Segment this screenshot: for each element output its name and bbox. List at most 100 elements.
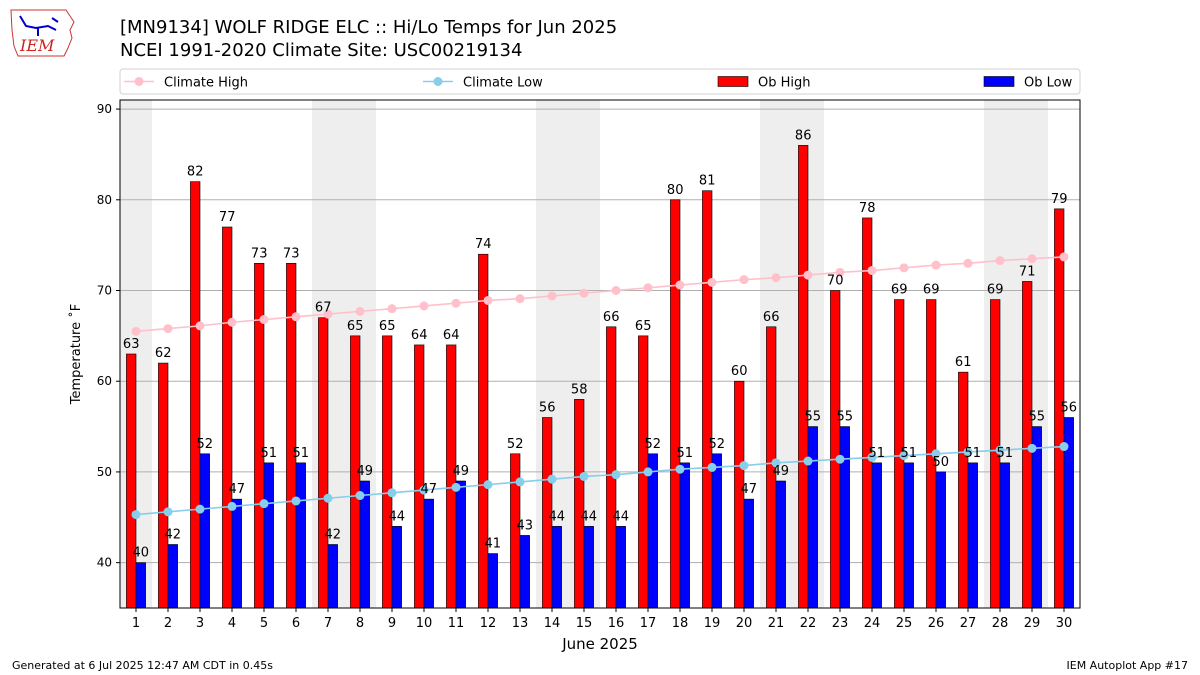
x-tick-label-22: 22 — [800, 616, 817, 631]
ob-low-label-day-27: 51 — [965, 446, 982, 461]
gridlines — [120, 108, 1080, 564]
ob-high-label-day-27: 61 — [955, 355, 972, 370]
climate-low-point-day-16 — [611, 470, 621, 480]
ob-low-label-day-20: 47 — [741, 482, 758, 497]
x-tick-label-8: 8 — [356, 616, 364, 631]
legend-marker-climate-high — [134, 77, 144, 86]
climate-high-point-day-1 — [131, 326, 141, 336]
x-tick-label-10: 10 — [416, 616, 433, 631]
ob-low-bar-day-2 — [167, 544, 178, 609]
climate-high-point-day-15 — [579, 288, 589, 298]
ob-low-bar-day-27 — [967, 462, 978, 609]
x-tick-label-9: 9 — [388, 616, 396, 631]
ob-high-bar-day-5 — [254, 262, 265, 609]
y-tick-label-40: 40 — [97, 556, 112, 570]
ob-high-bar-day-4 — [222, 226, 233, 609]
ob-low-label-day-8: 49 — [357, 464, 374, 479]
climate-high-point-day-28 — [995, 256, 1005, 266]
ob-low-label-day-12: 41 — [485, 537, 502, 552]
ob-high-label-day-21: 66 — [763, 310, 780, 325]
logo-text: IEM — [19, 36, 55, 55]
climate-low-line — [135, 445, 1065, 516]
ob-high-bar-day-10 — [414, 344, 425, 609]
ob-low-label-day-11: 49 — [453, 464, 470, 479]
ob-high-bar-day-2 — [158, 362, 169, 609]
iem-logo: IEM — [10, 9, 75, 57]
ob-low-label-day-3: 52 — [197, 437, 214, 452]
ob-low-bar-day-13 — [519, 535, 530, 609]
ob-high-bar-day-27 — [958, 371, 969, 609]
ob-high-label-day-22: 86 — [795, 128, 812, 143]
climate-high-point-day-23 — [835, 267, 845, 277]
ob-low-label-day-4: 47 — [229, 482, 246, 497]
climate-high-point-day-18 — [675, 280, 685, 290]
ob-high-bar-day-24 — [862, 217, 873, 609]
x-tick-label-12: 12 — [480, 616, 497, 631]
ob-low-bar-day-19 — [711, 453, 722, 609]
climate-high-point-day-2 — [163, 324, 173, 334]
ob-low-bar-day-11 — [455, 480, 466, 609]
ob-low-bar-day-24 — [871, 462, 882, 609]
ob-high-label-day-2: 62 — [155, 346, 172, 361]
x-tick-label-2: 2 — [164, 616, 172, 631]
ob-low-bar-day-21 — [775, 480, 786, 609]
ob-low-label-day-14: 44 — [549, 509, 566, 524]
climate-high-point-day-14 — [547, 291, 557, 301]
climate-high-point-day-9 — [387, 304, 397, 314]
ob-low-label-day-29: 55 — [1029, 410, 1046, 425]
ob-low-bar-day-22 — [807, 426, 818, 609]
x-tick-label-30: 30 — [1056, 616, 1073, 631]
climate-low-point-day-25 — [899, 451, 909, 461]
ob-low-bar-day-8 — [359, 480, 370, 609]
climate-lines — [131, 252, 1069, 520]
ob-high-label-day-3: 82 — [187, 165, 204, 180]
ob-high-label-day-1: 63 — [123, 337, 140, 352]
ob-high-label-day-20: 60 — [731, 364, 748, 379]
climate-high-point-day-3 — [195, 321, 205, 331]
climate-high-point-day-29 — [1027, 254, 1037, 264]
ob-low-label-day-23: 55 — [837, 410, 854, 425]
ob-high-label-day-11: 64 — [443, 328, 460, 343]
ob-high-label-day-12: 74 — [475, 237, 492, 252]
ob-low-bar-day-12 — [487, 553, 498, 609]
ob-low-bar-day-7 — [327, 544, 338, 609]
climate-high-point-day-8 — [355, 306, 365, 316]
climate-high-point-day-12 — [483, 295, 493, 305]
climate-high-point-day-21 — [771, 273, 781, 283]
logo-weather-symbol — [19, 15, 59, 36]
ob-high-label-day-4: 77 — [219, 210, 236, 225]
climate-high-point-day-16 — [611, 286, 621, 295]
ob-low-bar-day-26 — [935, 471, 946, 609]
x-tick-label-27: 27 — [960, 616, 977, 631]
legend-swatch-ob-high — [717, 76, 749, 87]
x-tick-label-15: 15 — [576, 616, 593, 631]
y-axis-label: Temperature ˚F — [68, 304, 84, 405]
ob-low-bar-day-15 — [583, 526, 594, 609]
climate-low-point-day-9 — [387, 488, 397, 498]
climate-low-point-day-12 — [483, 480, 493, 490]
x-tick-label-21: 21 — [768, 616, 785, 631]
x-tick-label-17: 17 — [640, 616, 657, 631]
ob-low-label-day-13: 43 — [517, 518, 534, 533]
x-tick-label-28: 28 — [992, 616, 1009, 631]
ob-low-bar-day-14 — [551, 526, 562, 609]
ob-high-label-day-30: 79 — [1051, 192, 1068, 207]
ob-low-label-day-28: 51 — [997, 446, 1014, 461]
climate-high-line — [135, 256, 1065, 333]
ob-low-bar-day-3 — [199, 453, 210, 609]
ob-high-label-day-25: 69 — [891, 283, 908, 298]
y-tick-label-80: 80 — [97, 193, 112, 207]
x-tick-label-13: 13 — [512, 616, 529, 631]
climate-low-point-day-7 — [323, 493, 333, 503]
ob-high-label-day-23: 70 — [827, 274, 844, 289]
ob-high-label-day-5: 73 — [251, 246, 268, 261]
ob-high-bar-day-7 — [318, 317, 329, 609]
ob-low-label-day-15: 44 — [581, 509, 598, 524]
climate-low-point-day-6 — [291, 496, 301, 506]
ob-low-label-day-25: 51 — [901, 446, 918, 461]
climate-low-point-day-18 — [675, 464, 685, 474]
ob-low-bar-day-6 — [295, 462, 306, 609]
ob-low-bar-day-9 — [391, 526, 402, 609]
ob-low-label-day-10: 47 — [421, 482, 438, 497]
